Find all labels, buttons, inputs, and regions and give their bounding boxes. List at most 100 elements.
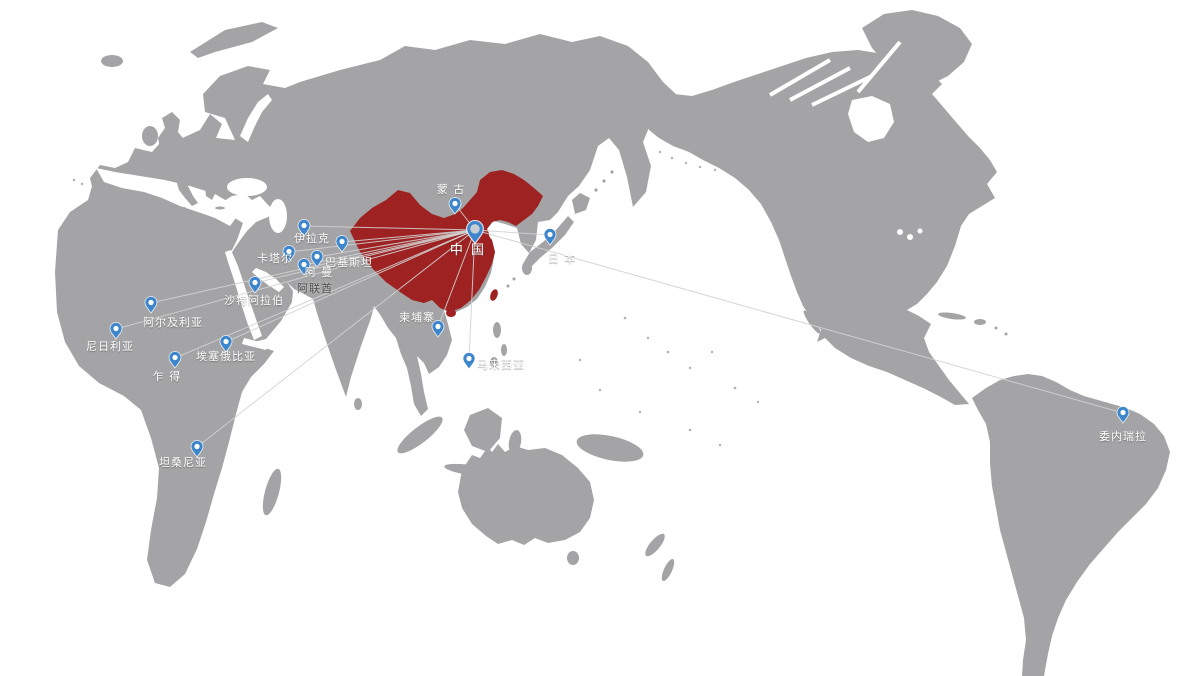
map-pin-icon-malaysia[interactable] bbox=[462, 352, 476, 370]
location-label-venezuela: 委内瑞拉 bbox=[1099, 430, 1147, 443]
borneo-island bbox=[464, 408, 502, 452]
location-label-japan: 日 本 bbox=[547, 252, 577, 265]
landmasses bbox=[55, 10, 1170, 676]
greece-peninsula bbox=[205, 184, 216, 200]
philippines-luzon bbox=[493, 322, 501, 338]
hispaniola-island bbox=[974, 319, 986, 325]
route-line-oman bbox=[316, 229, 476, 258]
gulf-of-aden bbox=[242, 338, 268, 350]
location-label-tanzania: 坦桑尼亚 bbox=[159, 456, 207, 469]
map-pin-icon-qatar[interactable] bbox=[282, 245, 296, 263]
britain-island bbox=[158, 112, 186, 150]
location-label-algeria: 阿尔及利亚 bbox=[143, 316, 203, 329]
ryukyu-island bbox=[506, 284, 510, 288]
route-line-uae bbox=[303, 229, 476, 266]
cuba-island bbox=[938, 312, 966, 320]
madagascar-island bbox=[262, 468, 282, 516]
map-pin-icon-china[interactable] bbox=[466, 220, 484, 245]
sea-carves bbox=[96, 40, 923, 350]
map-pin-icon-ethiopia[interactable] bbox=[219, 335, 233, 353]
hokkaido-island bbox=[572, 193, 590, 214]
sakhalin-island bbox=[557, 150, 569, 194]
mediterranean-peninsulas bbox=[176, 178, 225, 213]
location-label-pakistan: 巴基斯坦 bbox=[325, 256, 373, 269]
hainan-island bbox=[446, 309, 456, 317]
location-label-qatar: 卡塔尔 bbox=[257, 252, 293, 265]
route-line-ethiopia bbox=[225, 229, 476, 343]
red-sea bbox=[225, 250, 262, 340]
arctic-channels bbox=[768, 40, 902, 107]
route-line-nigeria bbox=[115, 229, 476, 330]
route-line-qatar bbox=[288, 229, 476, 253]
sicily-island bbox=[181, 207, 187, 213]
route-line-algeria bbox=[150, 229, 476, 304]
kuril-island bbox=[610, 170, 614, 174]
map-pin-icon-nigeria[interactable] bbox=[109, 322, 123, 340]
china-highlight bbox=[350, 170, 543, 317]
map-pin-icon-cambodia[interactable] bbox=[431, 320, 445, 338]
philippines-mindanao bbox=[490, 357, 498, 367]
map-pin-icon-venezuela[interactable] bbox=[1116, 406, 1130, 424]
route-line-tanzania bbox=[196, 229, 476, 448]
location-label-chad: 乍 得 bbox=[152, 370, 182, 383]
map-pin-icon-pakistan[interactable] bbox=[335, 235, 349, 253]
caribbean-island bbox=[1004, 332, 1008, 336]
location-label-malaysia: 马来西亚 bbox=[477, 358, 525, 371]
route-line-japan bbox=[474, 229, 551, 236]
map-pin-icon-japan[interactable] bbox=[543, 228, 557, 246]
new-zealand-south-island bbox=[661, 558, 675, 582]
iceland-island bbox=[101, 55, 123, 67]
tasmania-island bbox=[567, 551, 579, 565]
map-pin-icon-iraq[interactable] bbox=[297, 219, 311, 237]
map-pin-icon-uae[interactable] bbox=[297, 258, 311, 276]
route-line-cambodia bbox=[437, 229, 476, 328]
baltic-sea bbox=[240, 94, 272, 142]
caribbean-island bbox=[994, 326, 998, 330]
location-label-china: 中 国 bbox=[449, 243, 487, 258]
kuril-island bbox=[594, 188, 598, 192]
location-label-iraq: 伊拉克 bbox=[294, 232, 330, 245]
location-label-oman: 阿 曼 bbox=[304, 266, 334, 279]
sumatra-island bbox=[397, 416, 443, 454]
location-label-mongolia: 蒙 古 bbox=[436, 183, 466, 196]
south-america-landmass bbox=[972, 374, 1170, 676]
black-sea bbox=[227, 178, 267, 196]
philippines-island bbox=[501, 344, 507, 356]
new-zealand-north-island bbox=[645, 533, 665, 557]
map-pin-icon-saudi-arabia[interactable] bbox=[248, 276, 262, 294]
location-label-ethiopia: 埃塞俄比亚 bbox=[196, 350, 256, 363]
map-pin-icon-tanzania[interactable] bbox=[190, 440, 204, 458]
north-america-landmass bbox=[648, 50, 997, 405]
new-guinea-island bbox=[576, 434, 644, 462]
svalbard-islands bbox=[190, 22, 278, 58]
location-label-cambodia: 柬埔寨 bbox=[399, 311, 435, 324]
caspian-sea bbox=[269, 199, 287, 233]
location-label-uae: 阿联酋 bbox=[297, 282, 333, 295]
greenland-landmass bbox=[862, 10, 972, 86]
ryukyu-island bbox=[512, 277, 516, 281]
australia-landmass bbox=[458, 444, 594, 545]
route-line-saudi-arabia bbox=[254, 229, 476, 284]
great-lakes bbox=[897, 228, 923, 240]
crete-island bbox=[215, 206, 225, 210]
kyushu-island bbox=[522, 261, 532, 275]
map-pin-icon-oman[interactable] bbox=[310, 250, 324, 268]
china-region bbox=[350, 170, 543, 312]
taiwan-island bbox=[490, 289, 498, 301]
route-line-iraq bbox=[303, 225, 476, 231]
italy-peninsula bbox=[176, 178, 198, 206]
route-line-pakistan bbox=[341, 229, 476, 243]
location-label-nigeria: 尼日利亚 bbox=[86, 340, 134, 353]
small-islands bbox=[72, 150, 869, 447]
mediterranean-sea bbox=[96, 168, 238, 226]
hudson-bay bbox=[848, 96, 894, 142]
map-pin-icon-algeria[interactable] bbox=[144, 296, 158, 314]
location-label-saudi-arabia: 沙特阿拉伯 bbox=[224, 294, 284, 307]
kuril-island bbox=[602, 179, 606, 183]
route-line-malaysia bbox=[468, 229, 476, 360]
baja-california bbox=[803, 310, 821, 334]
map-pin-icon-chad[interactable] bbox=[168, 351, 182, 369]
map-pin-icon-mongolia[interactable] bbox=[448, 197, 462, 215]
